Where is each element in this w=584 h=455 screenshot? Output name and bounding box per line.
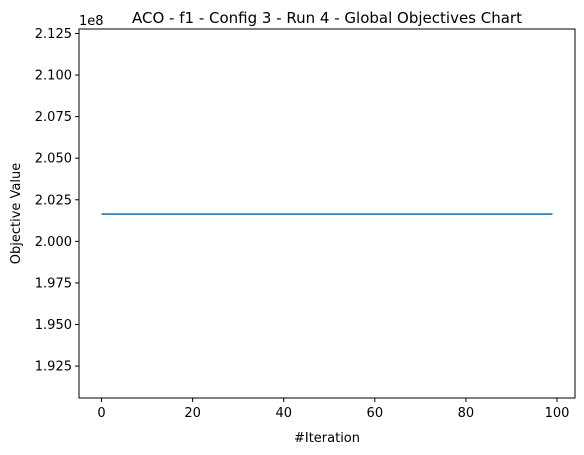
y-tick-label: 2.075 (35, 110, 72, 125)
y-tick-label: 1.975 (35, 276, 72, 291)
x-tick-label: 80 (458, 406, 475, 421)
y-axis: 1.925 1.950 1.975 2.000 2.025 2.050 2.075 2.100… (35, 27, 79, 375)
x-tick-label: 0 (97, 406, 105, 421)
y-tick-label: 2.100 (35, 69, 72, 84)
y-axis-label: Objective Value (9, 163, 24, 264)
plot-frame (78, 28, 576, 399)
y-tick-label: 1.950 (35, 318, 72, 333)
y-tick-label: 1.925 (35, 360, 72, 375)
chart-title: ACO - f1 - Config 3 - Run 4 - Global Obj… (132, 9, 522, 27)
y-tick-label: 2.000 (35, 235, 72, 250)
y-tick-label: 2.050 (35, 152, 72, 167)
x-axis-label: #Iteration (294, 431, 360, 446)
x-tick-label: 100 (545, 406, 570, 421)
y-tick-label: 2.025 (35, 193, 72, 208)
y-axis-offset-label: 1e8 (79, 14, 104, 29)
x-axis: 0 20 40 60 80 100 (97, 398, 569, 421)
x-tick-label: 20 (184, 406, 201, 421)
x-tick-label: 60 (367, 406, 384, 421)
x-tick-label: 40 (275, 406, 292, 421)
y-tick-label: 2.125 (35, 27, 72, 42)
